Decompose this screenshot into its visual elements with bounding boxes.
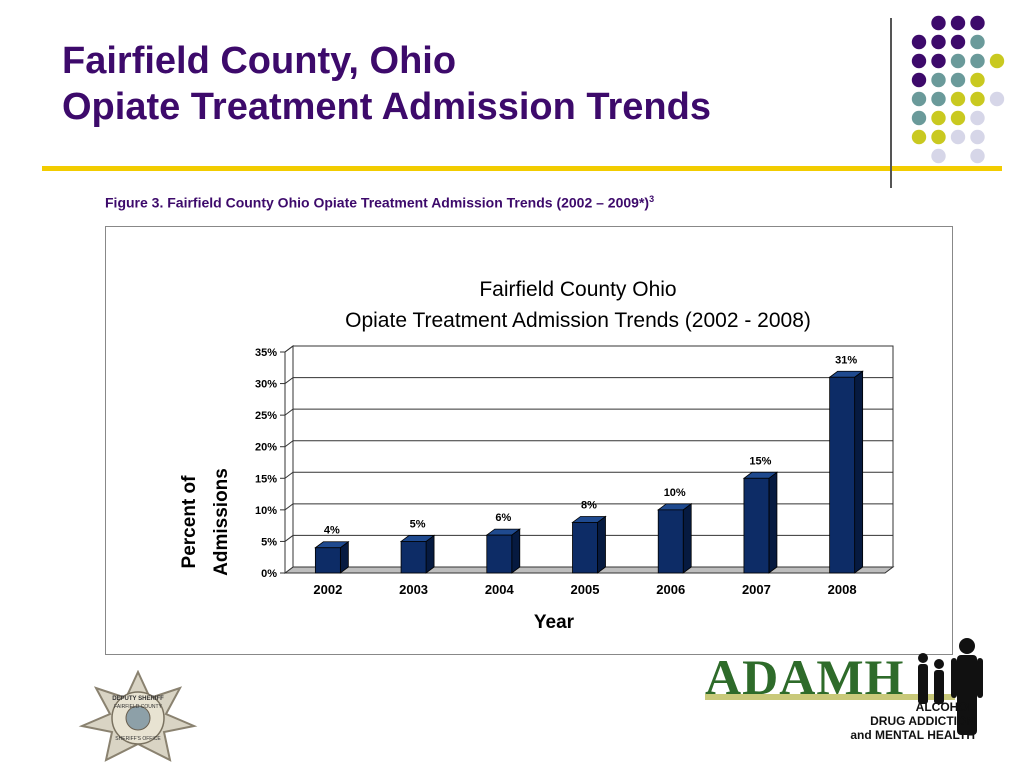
decorative-dot xyxy=(950,110,966,126)
badge-text-top: DEPUTY SHERIFF xyxy=(112,696,164,702)
decorative-dot xyxy=(970,53,985,69)
bar-data-label: 4% xyxy=(324,525,340,537)
decorative-dot xyxy=(911,72,927,88)
decorative-dot xyxy=(970,110,985,126)
bar-data-label: 10% xyxy=(664,487,686,499)
decorative-dot xyxy=(911,34,927,50)
badge-text-mid: FAIRFIELD COUNTY xyxy=(114,704,162,710)
gridline xyxy=(284,534,893,542)
bar-side xyxy=(854,370,864,574)
bar-data-label: 8% xyxy=(581,499,597,511)
decorative-dot xyxy=(911,53,927,69)
decorative-dot xyxy=(931,72,946,88)
y-tick-label: 5% xyxy=(261,536,277,548)
caption-footnote: 3 xyxy=(649,194,655,204)
plot-area: 0% 5% 10% 15% 20% 25% 30% 35% 4% 2002 5% 2003 6% 2004… xyxy=(255,345,895,597)
chart-frame: Fairfield County Ohio Opiate Treatment A… xyxy=(105,226,953,655)
decorative-dot xyxy=(911,129,927,145)
decorative-dot xyxy=(989,53,1005,69)
gridline xyxy=(284,471,893,479)
decorative-dot xyxy=(931,110,946,126)
y-tick-label: 30% xyxy=(255,379,277,391)
figure-caption: Figure 3. Fairfield County Ohio Opiate T… xyxy=(105,194,654,211)
decorative-dot xyxy=(950,129,966,145)
bar xyxy=(743,477,770,574)
title-line-2: Opiate Treatment Admission Trends xyxy=(62,86,711,128)
decorative-dot xyxy=(970,91,985,107)
y-axis-label-line-2: Admissions xyxy=(211,468,232,576)
adamh-logo: ADAMH ALCOHOL DRUG ADDICTION and MENTAL … xyxy=(705,634,995,746)
bar xyxy=(486,534,513,574)
gridline xyxy=(284,503,893,511)
bar xyxy=(572,522,598,574)
decorative-dot xyxy=(970,72,985,88)
x-tick-label: 2004 xyxy=(485,582,515,597)
bar xyxy=(400,541,427,574)
bar-side xyxy=(597,515,606,574)
decorative-dot xyxy=(970,148,985,164)
bar xyxy=(314,547,341,574)
decorative-dot xyxy=(970,34,985,50)
decorative-dot xyxy=(911,110,927,126)
decorative-dot xyxy=(989,91,1005,107)
gridline xyxy=(284,440,893,448)
decorative-dot xyxy=(931,15,946,31)
decorative-dot xyxy=(931,91,946,107)
y-tick-label: 0% xyxy=(261,568,277,580)
y-tick-label: 15% xyxy=(255,473,277,485)
decorative-dot xyxy=(931,53,946,69)
decorative-dot xyxy=(911,91,927,107)
decorative-dot xyxy=(931,34,946,50)
decorative-dot xyxy=(950,34,966,50)
adamh-line-1: ALCOHOL xyxy=(915,700,975,714)
people-silhouette-icon xyxy=(705,638,983,735)
bar-side xyxy=(511,528,521,574)
decorative-dot xyxy=(950,91,966,107)
bar-side xyxy=(682,503,692,574)
x-tick-label: 2006 xyxy=(656,582,685,597)
chart-title-line-2: Opiate Treatment Admission Trends (2002 … xyxy=(345,309,811,332)
decorative-dot xyxy=(950,53,966,69)
slide-title: Fairfield County, Ohio Opiate Treatment … xyxy=(62,38,711,130)
x-tick-label: 2005 xyxy=(571,582,600,597)
decorative-dot xyxy=(970,15,985,31)
x-tick-label: 2007 xyxy=(742,582,771,597)
badge-text-bottom: SHERIFF'S OFFICE xyxy=(115,736,161,742)
decorative-dot xyxy=(950,15,966,31)
chart-title-line-1: Fairfield County Ohio xyxy=(479,278,676,301)
adamh-line-3: and MENTAL HEALTH xyxy=(850,728,975,742)
gridline xyxy=(284,345,893,353)
bar-data-label: 31% xyxy=(835,354,857,366)
y-axis-label-line-1: Percent of xyxy=(179,475,200,569)
y-tick-label: 10% xyxy=(255,505,277,517)
y-tick-label: 25% xyxy=(255,410,277,422)
decorative-dot xyxy=(931,148,946,164)
bar-side xyxy=(768,471,778,574)
bar-side xyxy=(425,534,435,574)
bar xyxy=(657,509,684,574)
gridline xyxy=(284,377,893,384)
bar-data-label: 5% xyxy=(410,518,426,530)
x-tick-label: 2002 xyxy=(313,582,342,597)
title-underline xyxy=(42,166,1002,171)
gridline xyxy=(284,408,893,416)
adamh-line-2: DRUG ADDICTION xyxy=(870,714,975,728)
bar xyxy=(829,376,856,574)
decorative-dot xyxy=(931,129,946,145)
decorative-dot xyxy=(950,72,966,88)
x-tick-label: 2008 xyxy=(828,582,857,597)
caption-text: Figure 3. Fairfield County Ohio Opiate T… xyxy=(105,194,650,211)
decorative-dot xyxy=(970,129,985,145)
y-tick-label: 35% xyxy=(255,347,277,359)
x-axis-label: Year xyxy=(534,612,575,633)
sheriff-badge-logo: DEPUTY SHERIFF FAIRFIELD COUNTY SHERIFF'… xyxy=(78,670,198,762)
x-tick-label: 2003 xyxy=(399,582,428,597)
bar-chart: Fairfield County Ohio Opiate Treatment A… xyxy=(179,278,895,633)
y-tick-label: 20% xyxy=(255,442,277,454)
title-line-1: Fairfield County, Ohio xyxy=(62,40,457,82)
vertical-divider xyxy=(890,18,892,188)
bar-data-label: 15% xyxy=(749,455,771,467)
bar-data-label: 6% xyxy=(495,512,511,524)
